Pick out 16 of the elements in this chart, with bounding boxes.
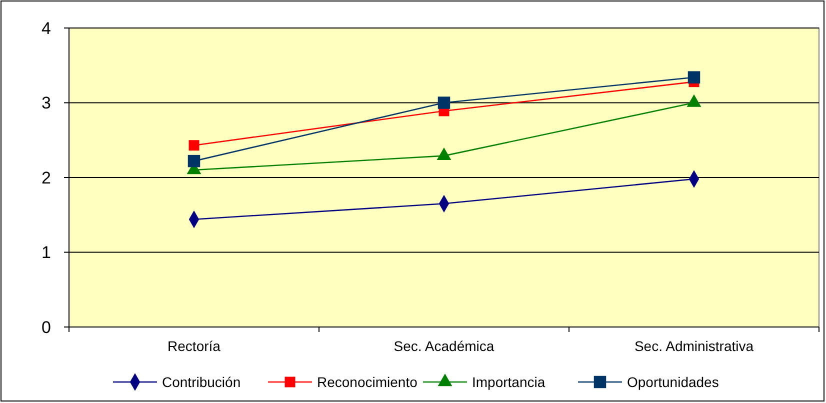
y-tick-label: 4 bbox=[42, 18, 51, 38]
y-tick-label: 1 bbox=[42, 243, 51, 262]
y-tick-label: 3 bbox=[42, 94, 51, 113]
x-tick-label: Rectoría bbox=[168, 338, 221, 354]
point bbox=[188, 154, 200, 168]
legend-label: Reconocimiento bbox=[317, 374, 418, 390]
point bbox=[188, 140, 200, 151]
x-tick-label: Sec. Administrativa bbox=[634, 338, 754, 354]
legend-label: Oportunidades bbox=[627, 374, 719, 390]
x-tick-label: Sec. Académica bbox=[394, 338, 494, 354]
legend-label: Importancia bbox=[472, 374, 546, 390]
point bbox=[438, 96, 450, 109]
y-tick-label: 0 bbox=[42, 318, 51, 337]
y-tick-label: 2 bbox=[42, 168, 51, 188]
point bbox=[688, 71, 700, 84]
legend-label: Contribución bbox=[162, 374, 241, 390]
